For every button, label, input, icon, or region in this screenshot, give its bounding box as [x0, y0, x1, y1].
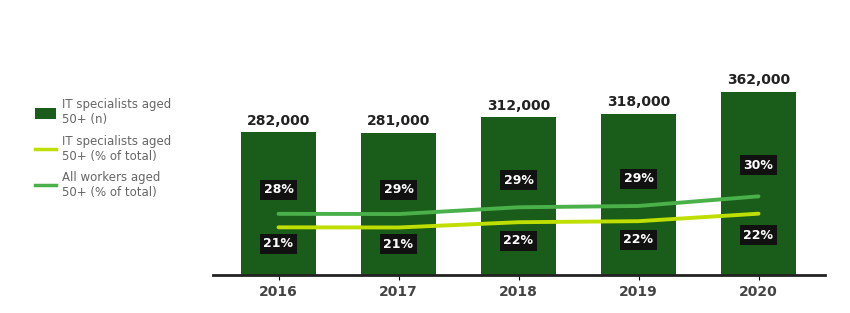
- Bar: [361, 133, 436, 275]
- Text: 312,000: 312,000: [487, 99, 550, 113]
- Text: 22%: 22%: [624, 233, 654, 246]
- Bar: [241, 132, 315, 275]
- Text: 30%: 30%: [744, 159, 774, 172]
- Text: 318,000: 318,000: [607, 95, 670, 110]
- Text: 22%: 22%: [503, 234, 534, 247]
- Text: 28%: 28%: [264, 183, 293, 196]
- Legend: IT specialists aged
50+ (n), IT specialists aged
50+ (% of total), All workers a: IT specialists aged 50+ (n), IT speciali…: [35, 98, 171, 199]
- Bar: [601, 114, 676, 275]
- Bar: [722, 92, 796, 275]
- Text: 282,000: 282,000: [246, 114, 310, 128]
- Text: 21%: 21%: [264, 238, 293, 250]
- Text: 29%: 29%: [503, 174, 534, 187]
- Text: 21%: 21%: [383, 238, 413, 251]
- Text: 29%: 29%: [383, 183, 413, 196]
- Text: 281,000: 281,000: [367, 114, 430, 128]
- Bar: [481, 117, 556, 275]
- Text: 362,000: 362,000: [727, 73, 790, 87]
- Text: 22%: 22%: [744, 228, 774, 242]
- Text: 29%: 29%: [624, 172, 654, 185]
